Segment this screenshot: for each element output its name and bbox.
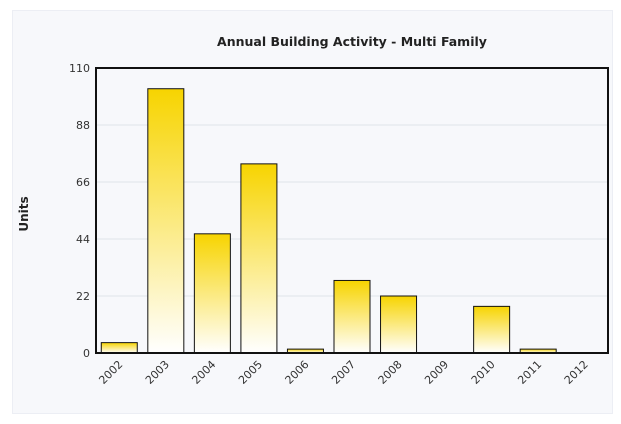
x-tick-label: 2010 — [469, 358, 498, 387]
x-tick-label: 2006 — [283, 358, 312, 387]
x-tick-label: 2012 — [562, 358, 591, 387]
x-tick-label: 2008 — [376, 358, 405, 387]
x-tick-label: 2009 — [422, 358, 451, 387]
bar-2004 — [193, 233, 231, 354]
x-tick-label: 2005 — [236, 358, 265, 387]
x-tick-label: 2003 — [143, 358, 172, 387]
y-tick-label: 88 — [76, 119, 90, 132]
y-tick-label: 44 — [76, 233, 90, 246]
y-tick-label: 22 — [76, 290, 90, 303]
x-tick-label: 2004 — [189, 358, 218, 387]
bar-2010 — [473, 305, 511, 354]
y-tick-label: 66 — [76, 176, 90, 189]
plot-area-frame — [95, 67, 609, 354]
chart-title: Annual Building Activity - Multi Family — [217, 34, 487, 49]
y-tick-label: 110 — [69, 62, 90, 75]
y-tick-label: 0 — [83, 347, 90, 360]
bars — [100, 88, 557, 354]
x-tick-label: 2011 — [515, 358, 544, 387]
bar-2002 — [100, 342, 138, 354]
bar-2005 — [240, 163, 278, 354]
y-tick-labels: 0 22 44 66 88 110 — [69, 62, 90, 360]
x-tick-label: 2002 — [96, 358, 125, 387]
x-tick-label: 2007 — [329, 358, 358, 387]
x-tick-labels: 2002 2003 2004 2005 2006 2007 2008 2009 2010 2011… — [96, 358, 590, 387]
bar-2007 — [333, 279, 371, 354]
bar-2008 — [380, 295, 418, 354]
bar-2003 — [147, 88, 185, 354]
